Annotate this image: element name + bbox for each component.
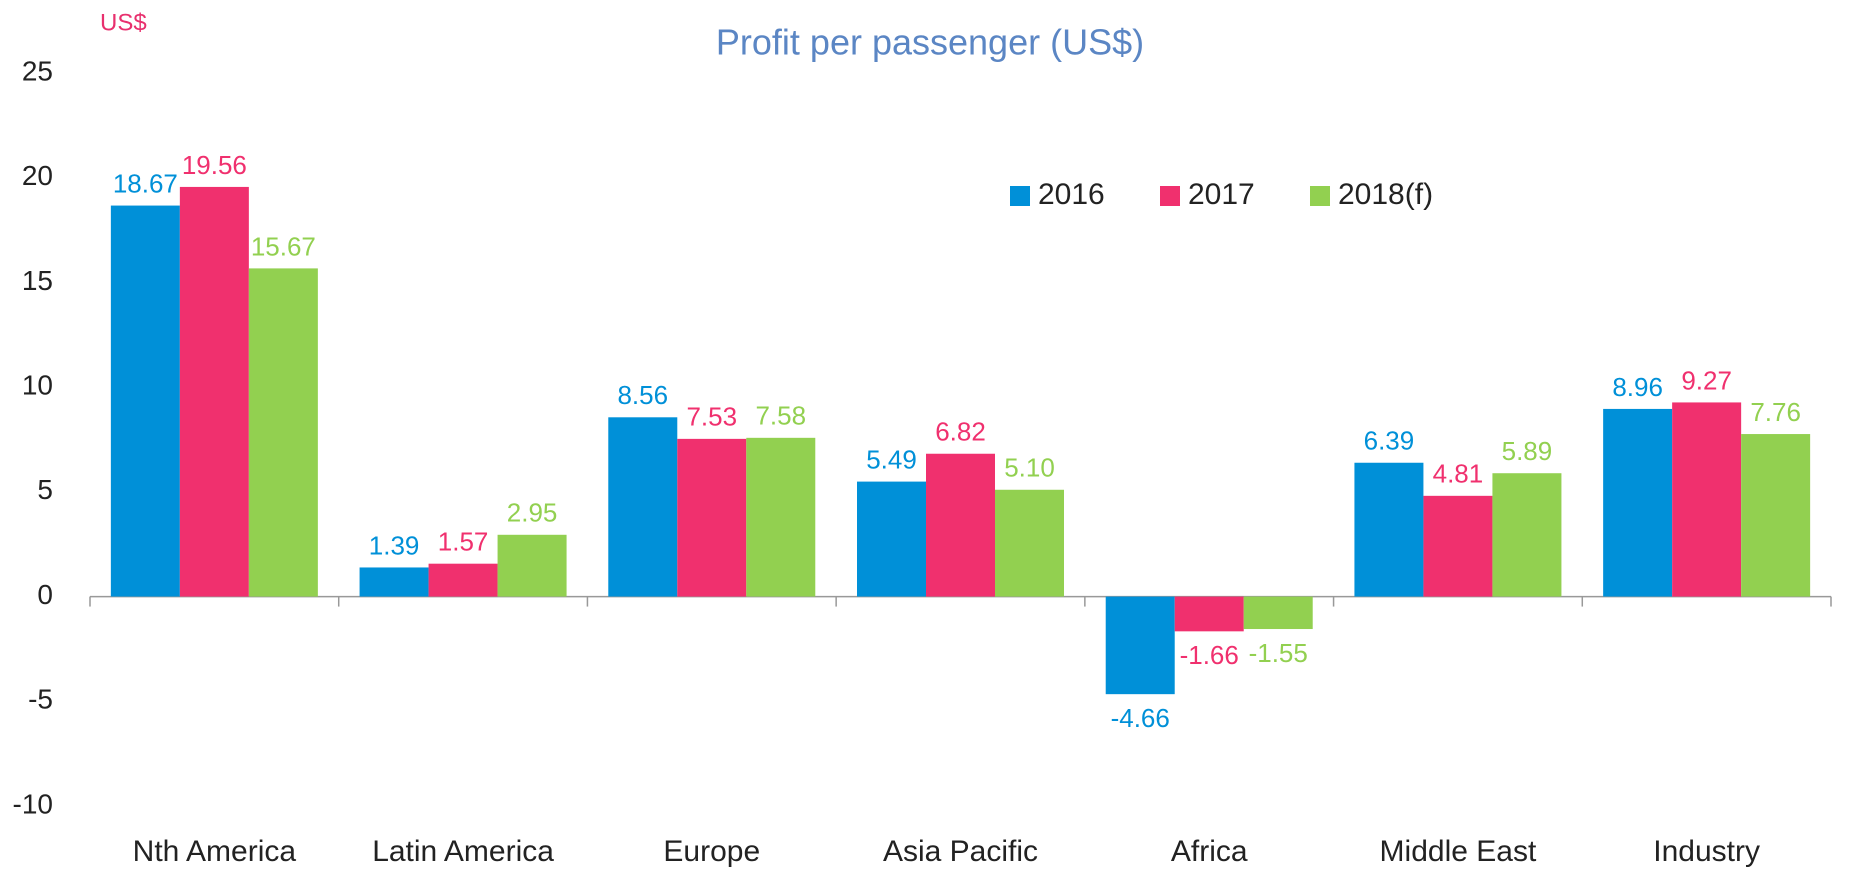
data-label: 6.82 [935,417,986,447]
bar [995,489,1064,597]
legend-label: 2017 [1188,178,1255,211]
data-label: 2.95 [507,498,558,528]
x-tick-label: Nth America [133,835,297,868]
bar [1672,402,1742,597]
x-tick-label: Africa [1171,835,1248,868]
x-tick-label: Europe [663,835,760,868]
y-tick-label: 10 [22,370,53,401]
data-label: 15.67 [251,231,316,261]
legend-swatch [1160,186,1180,206]
bar [1741,434,1811,597]
y-tick-label: 20 [22,160,53,191]
bar [1105,596,1175,695]
bar [1492,473,1562,597]
data-label: -4.66 [1111,703,1170,733]
legend-swatch [1010,186,1030,206]
bar [1243,596,1313,630]
y-tick-label: 5 [37,474,53,505]
bar [497,534,567,597]
data-label: 5.49 [866,444,917,474]
y-axis-label: US$ [100,9,147,36]
legend-label: 2016 [1038,178,1105,211]
y-tick-label: 25 [22,55,53,86]
bar [608,417,678,597]
data-label: 5.89 [1502,436,1553,466]
bar [1354,462,1424,597]
data-label: 9.27 [1681,365,1732,395]
y-tick-label: -10 [13,788,53,819]
legend-label: 2018(f) [1338,178,1433,211]
x-tick-label: Middle East [1380,835,1537,868]
y-tick-label: 15 [22,265,53,296]
bar [1174,596,1244,632]
bar [926,453,995,597]
data-label: 6.39 [1364,426,1415,456]
bar [179,186,249,597]
legend-swatch [1310,186,1330,206]
x-tick-label: Asia Pacific [883,835,1038,868]
data-label: 7.76 [1750,397,1801,427]
y-tick-label: -5 [28,684,53,715]
data-label: 1.57 [438,527,489,557]
data-label: 7.53 [686,402,737,432]
data-label: 18.67 [113,168,178,198]
bar [677,438,747,597]
bar [110,205,180,597]
bar [746,437,816,597]
data-label: 1.39 [369,530,420,560]
bar [1423,495,1493,597]
x-tick-label: Latin America [372,835,554,868]
data-label: 5.10 [1004,453,1055,483]
data-label: 19.56 [182,150,247,180]
y-tick-label: 0 [37,579,53,610]
bar [359,567,429,597]
data-label: 4.81 [1433,459,1484,489]
data-label: -1.66 [1180,640,1239,670]
x-tick-label: Industry [1653,835,1760,868]
bar [1603,408,1673,597]
bar [248,268,318,597]
data-label: 8.96 [1612,372,1663,402]
data-label: 7.58 [755,401,806,431]
data-label: 8.56 [617,380,668,410]
bar [428,563,498,597]
bar [857,481,926,597]
chart-title: Profit per passenger (US$) [716,22,1144,63]
data-label: -1.55 [1249,638,1308,668]
